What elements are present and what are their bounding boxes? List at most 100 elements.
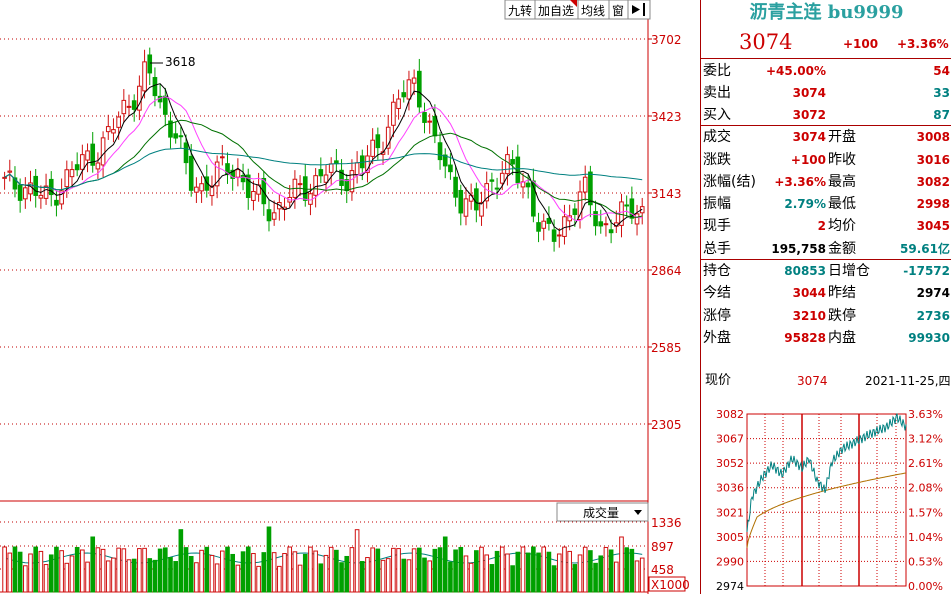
quote-row: 总手 195,758 金额 59.61亿: [701, 238, 951, 260]
volume-bar: [375, 548, 381, 593]
volume-bar: [85, 561, 90, 593]
quote-value: 3008: [916, 130, 950, 144]
quote-value: 59.61亿: [900, 242, 950, 256]
candle-body: [422, 112, 427, 123]
candle-body: [634, 213, 640, 225]
candle-body: [411, 77, 417, 84]
price-axis-label: 3143: [651, 187, 682, 201]
candle-body: [629, 198, 635, 219]
candle-body: [162, 95, 168, 115]
volume-bar: [588, 550, 593, 593]
volume-bar: [277, 565, 282, 593]
add-watchlist-button[interactable]: 加自选: [538, 0, 577, 18]
candle-body: [401, 92, 407, 98]
candle-body: [510, 159, 515, 165]
mini-right-axis-label: 3.63%: [908, 408, 943, 421]
candle-body: [603, 223, 609, 226]
volume-bar: [619, 536, 624, 593]
intraday-mini-chart[interactable]: 3082 3.63% 3067 3.12% 3052 2.61% 3036 2.08% 3021…: [701, 404, 951, 594]
current-value: 3074: [797, 374, 828, 388]
volume-bar: [536, 552, 541, 593]
volume-bar: [453, 549, 458, 593]
volume-bar: [598, 555, 604, 593]
quote-row: 外盘 95828 内盘 99930: [701, 327, 951, 349]
mini-left-axis-label: 3021: [716, 506, 744, 519]
quote-value: 33: [933, 86, 950, 100]
quote-value: -17572: [903, 264, 950, 278]
candle-body: [194, 186, 199, 193]
volume-bar: [370, 547, 375, 593]
price-change-pct: +3.36%: [897, 37, 949, 51]
candle-body: [339, 169, 344, 186]
volume-bar: [541, 546, 547, 593]
quote-row: 持仓 80853 日增仓 -17572: [701, 260, 951, 282]
volume-bar: [100, 548, 106, 593]
nine-turn-button[interactable]: 九转: [508, 3, 532, 18]
mini-average-line: [746, 472, 907, 548]
quote-row: 卖出 3074 33: [701, 82, 951, 104]
moving-average-button[interactable]: 均线: [581, 4, 605, 18]
volume-bar: [121, 548, 127, 593]
mini-right-axis-label: 2.61%: [908, 457, 943, 470]
volume-bar: [162, 547, 168, 593]
volume-bar: [489, 564, 495, 593]
candle-body: [593, 211, 598, 227]
volume-bar: [510, 565, 515, 593]
candle-body: [173, 133, 178, 139]
volume-bar: [474, 550, 479, 593]
volume-bar: [183, 547, 189, 593]
last-price: 3074: [739, 30, 793, 54]
volume-bar: [349, 547, 355, 593]
mini-right-axis-label: 0.00%: [908, 580, 943, 593]
volume-bar: [432, 548, 438, 593]
volume-bar: [313, 550, 318, 593]
volume-bar: [437, 547, 443, 593]
candle-body: [183, 142, 189, 164]
volume-bar: [131, 558, 137, 593]
kline-chart[interactable]: 3702342331432864258523051336897458X1000 …: [0, 0, 700, 594]
candle-body: [624, 204, 629, 207]
volume-bar: [380, 559, 386, 593]
quote-value: 95828: [784, 331, 826, 345]
quote-label: 开盘: [828, 129, 856, 145]
mini-left-axis-label: 3052: [716, 457, 744, 470]
indicator-select[interactable]: 成交量: [556, 502, 649, 522]
quote-value: 3074: [792, 86, 826, 100]
volume-bar: [546, 551, 552, 593]
exit-arrow-icon[interactable]: [632, 3, 645, 16]
candle-body: [100, 137, 106, 166]
candle-body: [220, 156, 225, 159]
candle-body: [385, 126, 391, 149]
quote-value: 87: [933, 108, 950, 122]
volume-bar: [494, 550, 500, 593]
volume-bar: [126, 559, 132, 593]
quote-label: 持仓: [703, 263, 731, 279]
quote-label: 昨结: [828, 285, 856, 301]
volume-bar: [199, 549, 204, 593]
mini-left-axis-label: 3082: [716, 408, 744, 421]
candle-body: [240, 174, 246, 183]
candle-body: [598, 221, 604, 227]
volume-bar: [499, 546, 505, 593]
volume-bar: [505, 553, 510, 593]
corner-flag-icon: [570, 0, 577, 7]
candle-body: [349, 170, 355, 193]
candle-body: [551, 229, 557, 242]
candle-body: [494, 187, 500, 190]
quote-row: 买入 3072 87: [701, 104, 951, 126]
volume-bar: [582, 546, 588, 593]
volume-bar: [28, 553, 33, 593]
window-button[interactable]: 窗: [612, 4, 624, 18]
volume-bar: [406, 559, 412, 593]
kline-chart-panel[interactable]: 3702 3423 3143 2864 2585 2305 1336 897 458 X1000 …: [0, 0, 700, 594]
volume-bar: [116, 547, 121, 593]
candle-body: [137, 85, 142, 111]
price-header: 3074 +100 +3.36%: [701, 30, 951, 58]
volume-bar: [188, 555, 194, 593]
candle-body: [437, 142, 443, 161]
candle-body: [619, 201, 624, 226]
candle-body: [105, 126, 111, 133]
quote-value: +100: [790, 153, 826, 167]
candle-body: [168, 120, 173, 138]
volume-bar: [7, 552, 13, 593]
